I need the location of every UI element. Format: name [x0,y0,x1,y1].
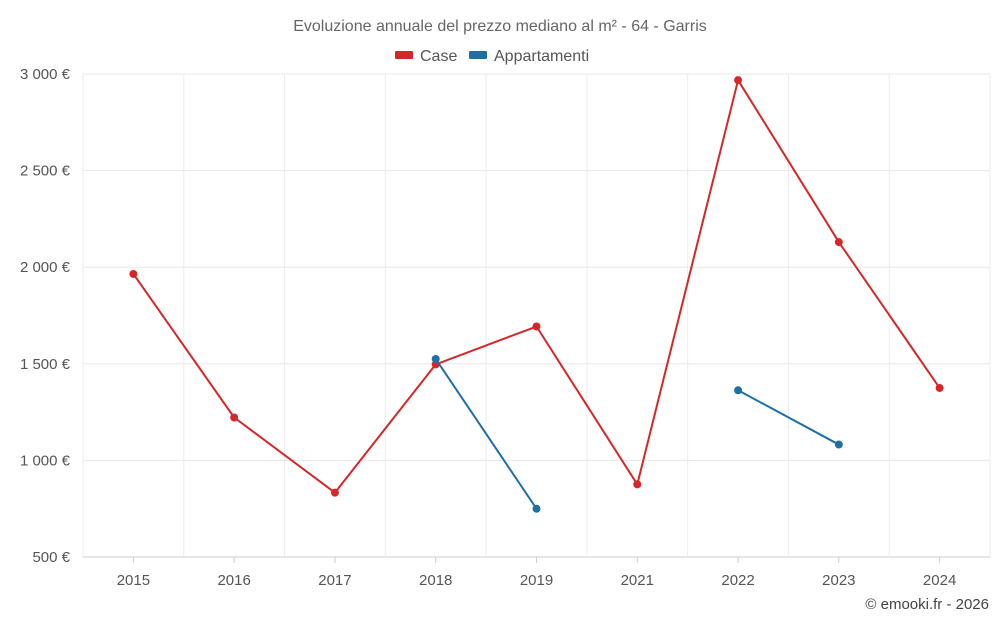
series-line-appartamenti [737,389,840,446]
data-point-appartamenti[interactable] [431,354,440,363]
y-tick-label: 1 500 € [20,356,71,373]
data-point-case[interactable] [330,488,339,497]
data-point-appartamenti[interactable] [834,440,843,449]
x-tick-label: 2023 [822,572,855,589]
data-point-appartamenti[interactable] [734,386,743,395]
x-tick-label: 2018 [419,572,452,589]
x-tick-label: 2016 [217,572,250,589]
series-line-appartamenti [434,358,538,510]
x-tick-label: 2024 [923,572,956,589]
y-tick-label: 2 500 € [20,163,71,180]
data-point-case[interactable] [633,480,642,489]
legend-label[interactable]: Appartamenti [494,48,589,65]
data-point-case[interactable] [734,76,743,85]
y-tick-label: 500 € [32,549,70,566]
legend-swatch [469,51,487,59]
x-axis: 2015 2016 2017 2018 2019 2021 2022 2023 2024 [117,557,956,589]
credit-text: © emooki.fr - 2026 [865,596,989,613]
legend-label[interactable]: Case [420,48,457,65]
x-tick-label: 2015 [117,572,150,589]
legend: Case Appartamenti [395,48,589,65]
x-tick-label: 2021 [621,572,654,589]
x-tick-label: 2019 [520,572,553,589]
legend-swatch [395,51,413,59]
data-point-case[interactable] [935,383,944,392]
data-point-appartamenti[interactable] [532,504,541,513]
x-tick-label: 2017 [318,572,351,589]
data-point-case[interactable] [129,269,138,278]
y-tick-label: 1 000 € [20,452,71,469]
y-tick-label: 2 000 € [20,259,71,276]
x-tick-label: 2022 [721,572,754,589]
plot-area [129,76,944,513]
data-point-case[interactable] [834,238,843,247]
y-axis: 500 € 1 000 € 1 500 € 2 000 € 2 500 € 3 000 € [20,66,71,566]
y-tick-label: 3 000 € [20,66,71,83]
data-point-case[interactable] [230,413,239,422]
data-point-case[interactable] [532,322,541,331]
grid [82,73,991,558]
chart-title: Evoluzione annuale del prezzo mediano al… [293,18,707,35]
series-line-case [132,79,941,494]
